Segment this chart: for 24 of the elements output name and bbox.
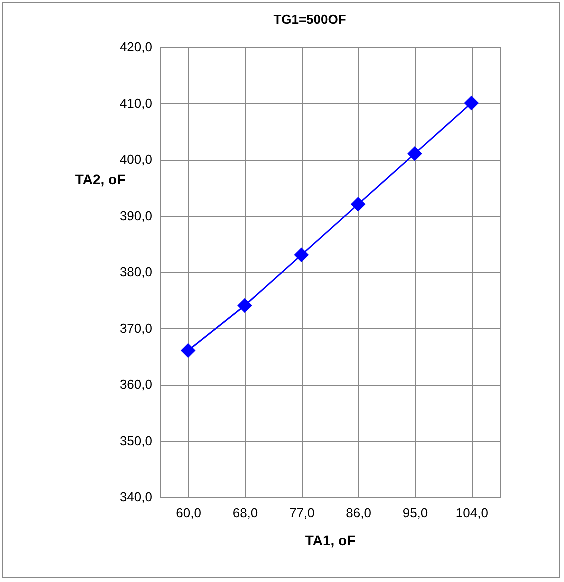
y-tick-label: 340,0 (120, 490, 152, 504)
y-tick-label: 350,0 (120, 433, 152, 448)
y-tick-label: 420,0 (120, 40, 152, 54)
x-tick-label: 77,0 (290, 506, 315, 520)
x-tick-label: 95,0 (402, 506, 428, 520)
point (238, 298, 252, 314)
chart-title: TG1=500OF (274, 12, 346, 27)
y-tick-label: 400,0 (120, 152, 152, 167)
x-tick-label: 86,0 (346, 506, 372, 520)
point (464, 96, 480, 111)
y-tick-label: 370,0 (120, 320, 152, 336)
x-tick-label: 104,0 (456, 506, 488, 520)
x-tick-label: 60,0 (176, 506, 202, 520)
y-tick-label: 410,0 (120, 96, 152, 111)
point (180, 343, 196, 358)
y-tick-label: 390,0 (120, 208, 152, 224)
y-tick-label: 380,0 (120, 264, 152, 280)
point (408, 146, 422, 162)
y-axis-title: TA2, oF (75, 172, 126, 188)
x-tick-label: 68,0 (232, 506, 258, 520)
point (294, 248, 310, 263)
y-tick-label: 360,0 (120, 377, 152, 392)
x-axis-title: TA1, oF (305, 532, 356, 548)
point (350, 197, 366, 212)
